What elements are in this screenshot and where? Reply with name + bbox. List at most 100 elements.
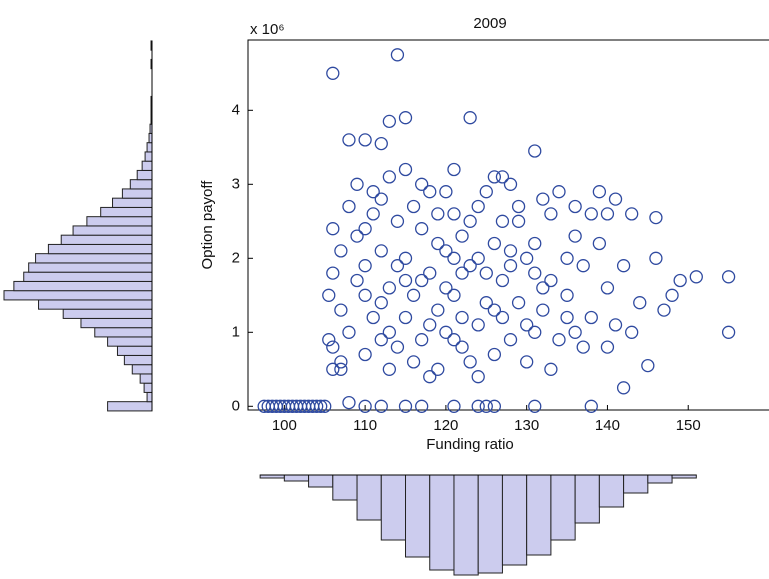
histogram-bar [47, 243, 153, 255]
histogram-bar [143, 382, 153, 393]
histogram-bar [72, 225, 153, 236]
chart-title: 2009 [473, 15, 506, 32]
scatter-point [503, 333, 518, 347]
histogram-bar [647, 474, 673, 484]
scatter-point [520, 251, 534, 265]
histogram-bar [131, 364, 153, 375]
plot-frame [247, 39, 769, 411]
scatter-point [455, 266, 469, 280]
scatter-point [520, 355, 534, 369]
scatter-point [342, 325, 356, 339]
scatter-point [322, 288, 336, 302]
histogram-bar [623, 474, 649, 494]
scatter-point [423, 185, 437, 199]
scatter-point [342, 133, 356, 147]
scatter-point [326, 66, 340, 80]
scatter-point [584, 310, 598, 325]
scatter-point [358, 222, 372, 236]
histogram-bar [112, 197, 153, 208]
scatter-point [439, 185, 453, 199]
scatter-point [536, 281, 550, 295]
scatter-point [608, 192, 623, 206]
histogram-bar [123, 354, 153, 366]
scatter-point [463, 355, 477, 369]
scatter-point [503, 177, 518, 191]
scatter-point [374, 399, 388, 413]
scatter-point [568, 199, 582, 214]
scatter-point [382, 114, 397, 129]
scatter-point [487, 347, 502, 362]
x-tick-label: 100 [272, 417, 297, 434]
scatter-point [528, 399, 542, 413]
histogram-bar [60, 234, 153, 245]
scatter-point [447, 288, 461, 302]
scatter-point [374, 244, 388, 258]
scatter-point [406, 288, 421, 302]
scatter-point [415, 273, 429, 288]
scatter-point [487, 303, 502, 317]
scatter-point [487, 170, 502, 184]
scatter-point [398, 273, 413, 288]
scatter-point [366, 207, 380, 221]
scatter-point [471, 370, 485, 384]
scatter-point [471, 199, 485, 214]
scatter-point [374, 296, 388, 310]
scatter-point [495, 170, 510, 184]
histogram-bar [141, 160, 153, 171]
scatter-point [495, 310, 510, 325]
scatter-point [625, 207, 639, 221]
histogram-bar [429, 474, 455, 571]
scatter-point [366, 310, 380, 325]
histogram-bar [35, 253, 153, 264]
scatter-point [382, 362, 397, 376]
scatter-point [334, 303, 348, 317]
scatter-point [358, 133, 372, 147]
scatter-point [576, 259, 590, 273]
scatter-point [423, 370, 437, 384]
histogram-bar [146, 391, 153, 403]
histogram-bar [94, 327, 153, 338]
scatter-point [431, 236, 445, 251]
scatter-point [463, 259, 477, 273]
scatter-point [358, 347, 372, 362]
histogram-bar [80, 317, 153, 329]
histogram-bar [23, 271, 153, 282]
scatter-point [520, 318, 534, 332]
scatter-point [406, 355, 421, 369]
scatter-point [616, 381, 631, 395]
scatter-point [398, 310, 413, 325]
scatter-point [455, 310, 469, 325]
histogram-bar [332, 474, 358, 501]
scatter-point [326, 362, 340, 376]
scatter-point [342, 199, 356, 214]
scatter-point [544, 207, 558, 221]
x-axis-label: Funding ratio [426, 436, 514, 453]
histogram-bar [356, 474, 382, 521]
scatter-point [374, 192, 388, 206]
histogram-bar [38, 299, 153, 310]
scatter-point [560, 288, 574, 302]
scatter-point [479, 296, 493, 310]
scatter-point [334, 355, 348, 369]
scatter-point [382, 170, 397, 184]
x-tick-label: 150 [676, 417, 701, 434]
x-tick-label: 130 [514, 417, 539, 434]
histogram-bar [574, 474, 600, 524]
histogram-bar [107, 336, 153, 347]
histogram-bar [107, 401, 153, 412]
scatter-point [479, 266, 493, 280]
histogram-bar [453, 474, 479, 576]
scatter-point [592, 236, 607, 251]
scatter-point [318, 399, 332, 413]
scatter-point [487, 236, 502, 251]
histogram-bar [283, 474, 310, 482]
y-tick-label: 0 [232, 397, 240, 414]
y-tick-label: 2 [232, 249, 240, 266]
histogram-bar [144, 151, 153, 162]
scatter-point [673, 273, 687, 288]
scatter-point [584, 399, 598, 413]
scatter-point [608, 318, 623, 332]
scatter-point [552, 333, 566, 347]
scatter-point [560, 251, 574, 265]
